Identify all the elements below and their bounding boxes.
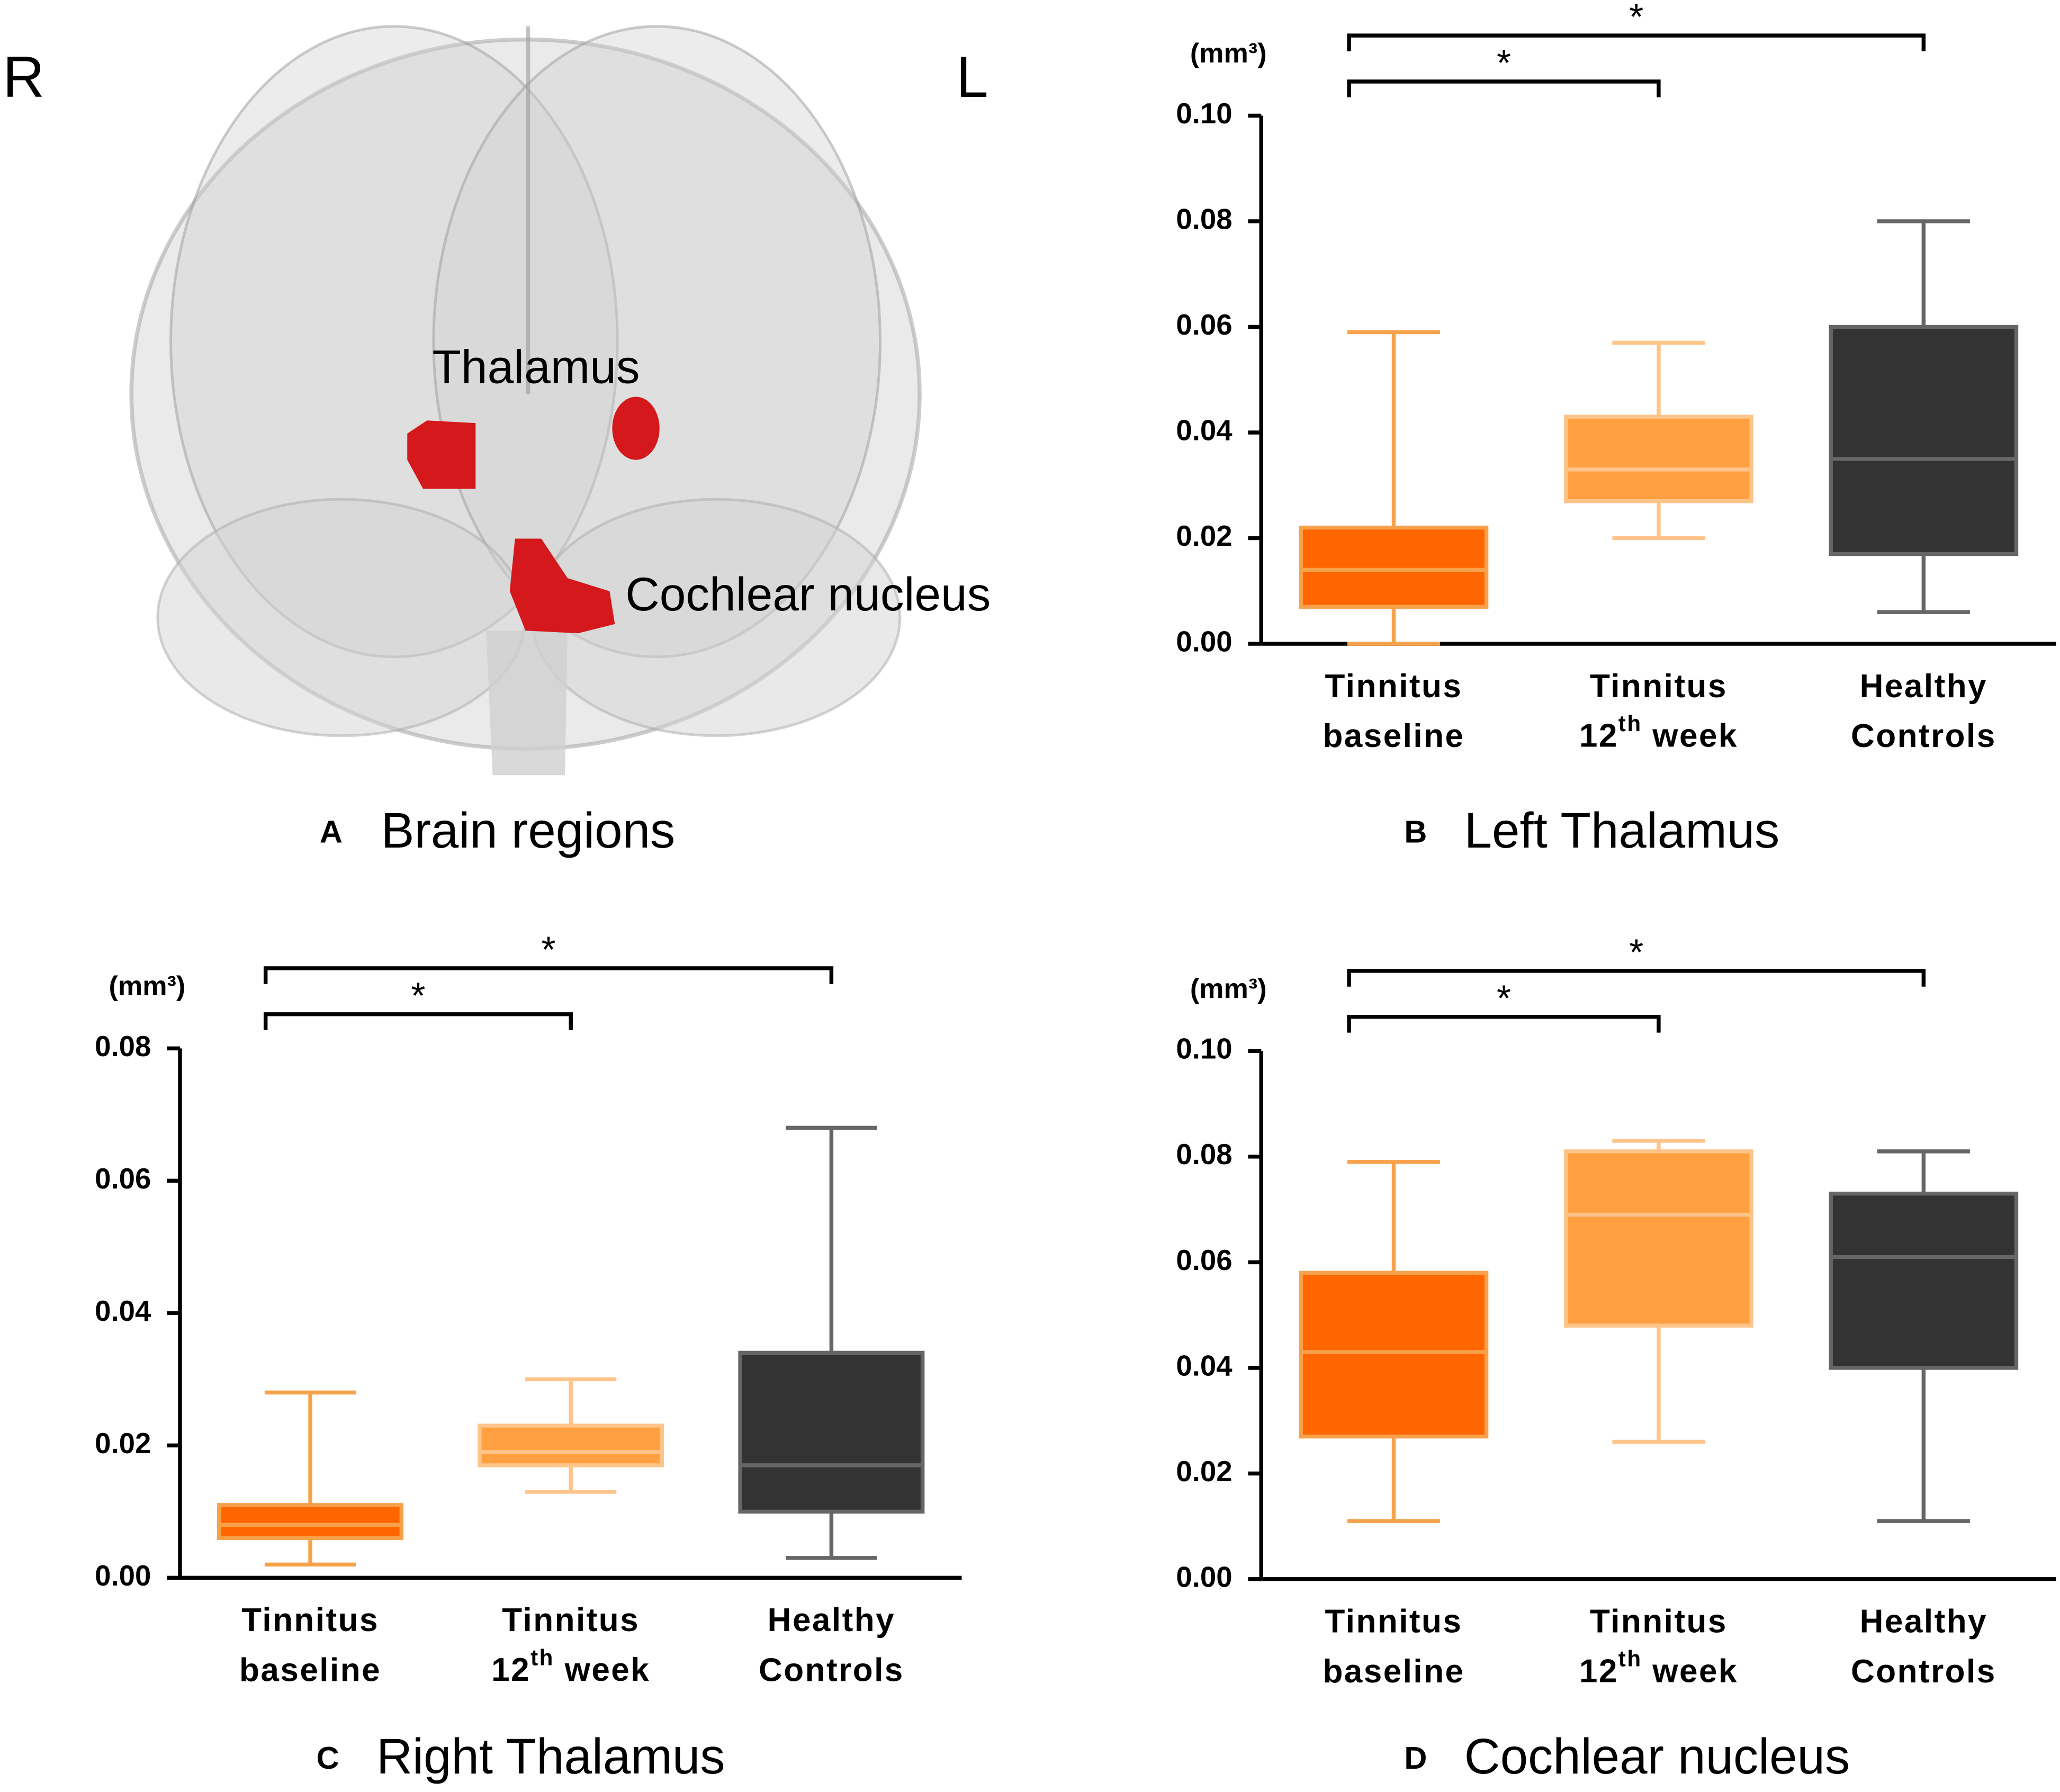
y-tick-label: 0.08 <box>95 1030 151 1062</box>
x-tick-label: 12th week <box>1579 711 1738 754</box>
unit-label: (mm³) <box>109 971 186 1002</box>
panel-label: B <box>1404 814 1427 850</box>
y-tick-label: 0.06 <box>95 1163 151 1195</box>
x-tick-label: Tinnitus <box>1590 1604 1728 1640</box>
y-tick-label: 0.08 <box>1176 203 1232 235</box>
significance-label: * <box>1497 977 1511 1019</box>
x-tick-label: Healthy <box>768 1602 895 1638</box>
x-tick-label: Tinnitus <box>1325 1604 1463 1640</box>
significance-bracket <box>1347 79 1661 97</box>
x-tick-label: Tinnitus <box>241 1602 379 1638</box>
box <box>1829 325 2019 556</box>
x-tick-label: Controls <box>759 1652 904 1688</box>
panel-title: Left Thalamus <box>1464 803 1780 858</box>
box <box>217 1503 404 1541</box>
unit-label: (mm³) <box>1190 974 1267 1004</box>
y-tick-label: 0.06 <box>1176 309 1232 341</box>
significance-bracket <box>1347 1015 1661 1033</box>
y-tick-label: 0.00 <box>1176 625 1232 658</box>
panel-title: Right Thalamus <box>376 1728 725 1784</box>
x-tick-label-part: th <box>1618 1646 1642 1671</box>
x-tick-label: Tinnitus <box>1325 668 1463 705</box>
significance-label: * <box>1497 42 1511 84</box>
y-tick-label: 0.04 <box>1176 1349 1233 1382</box>
x-tick-label: 12th week <box>1579 1646 1738 1690</box>
significance-label: * <box>542 929 556 970</box>
panel-label: C <box>317 1740 339 1776</box>
region-label: Cochlear nucleus <box>625 568 991 620</box>
x-tick-label-part: week <box>1642 718 1738 754</box>
panel-label: D <box>1404 1740 1427 1776</box>
x-tick-label-part: 12 <box>491 1652 530 1688</box>
x-tick-label-part: th <box>1618 711 1642 736</box>
x-tick-label: baseline <box>1323 1653 1464 1690</box>
y-tick-label: 0.00 <box>95 1560 151 1592</box>
box <box>478 1424 664 1467</box>
y-tick-label: 0.00 <box>1176 1561 1232 1593</box>
significance-bracket <box>1347 969 1926 987</box>
x-tick-label: 12th week <box>491 1645 650 1688</box>
panel-title: Brain regions <box>381 803 676 858</box>
x-tick-label: Controls <box>1851 1653 1996 1690</box>
significance-label: * <box>1629 932 1643 973</box>
x-tick-label-part: 12 <box>1579 1653 1618 1690</box>
y-tick-label: 0.02 <box>1176 1455 1232 1488</box>
box <box>1299 525 1489 609</box>
box <box>1829 1191 2019 1370</box>
orientation-label: R <box>3 45 44 110</box>
y-tick-label: 0.10 <box>1176 1033 1232 1065</box>
x-tick-label-part: th <box>530 1645 554 1670</box>
x-tick-label: Healthy <box>1860 1604 1987 1640</box>
y-tick-label: 0.08 <box>1176 1138 1232 1170</box>
x-tick-label: Healthy <box>1860 668 1987 705</box>
x-tick-label-part: 12 <box>1579 718 1618 754</box>
significance-bracket <box>263 966 834 984</box>
y-tick-label: 0.10 <box>1176 97 1232 130</box>
panel-label: A <box>320 814 343 850</box>
x-tick-label-part: week <box>554 1652 650 1688</box>
x-tick-label: baseline <box>1323 718 1464 754</box>
x-tick-label: baseline <box>239 1652 381 1688</box>
y-tick-label: 0.04 <box>95 1295 151 1327</box>
y-tick-label: 0.06 <box>1176 1244 1232 1276</box>
x-tick-label: Tinnitus <box>1590 668 1728 705</box>
significance-bracket <box>1347 33 1926 51</box>
significance-bracket <box>263 1012 573 1030</box>
y-tick-label: 0.02 <box>1176 520 1232 552</box>
box <box>738 1350 925 1514</box>
x-tick-label: Controls <box>1851 718 1996 754</box>
x-tick-label-part: week <box>1642 1653 1738 1690</box>
unit-label: (mm³) <box>1190 38 1267 69</box>
x-tick-label: Tinnitus <box>502 1602 640 1638</box>
significance-label: * <box>411 975 425 1016</box>
orientation-label: L <box>956 45 988 110</box>
y-tick-label: 0.02 <box>95 1427 151 1460</box>
box <box>1564 1149 1753 1328</box>
box <box>1564 415 1753 503</box>
y-tick-label: 0.04 <box>1176 414 1233 446</box>
significance-label: * <box>1629 0 1643 38</box>
brain-render <box>129 25 922 776</box>
box <box>1299 1271 1489 1439</box>
panel-title: Cochlear nucleus <box>1464 1728 1850 1784</box>
region-label: Thalamus <box>432 340 640 393</box>
